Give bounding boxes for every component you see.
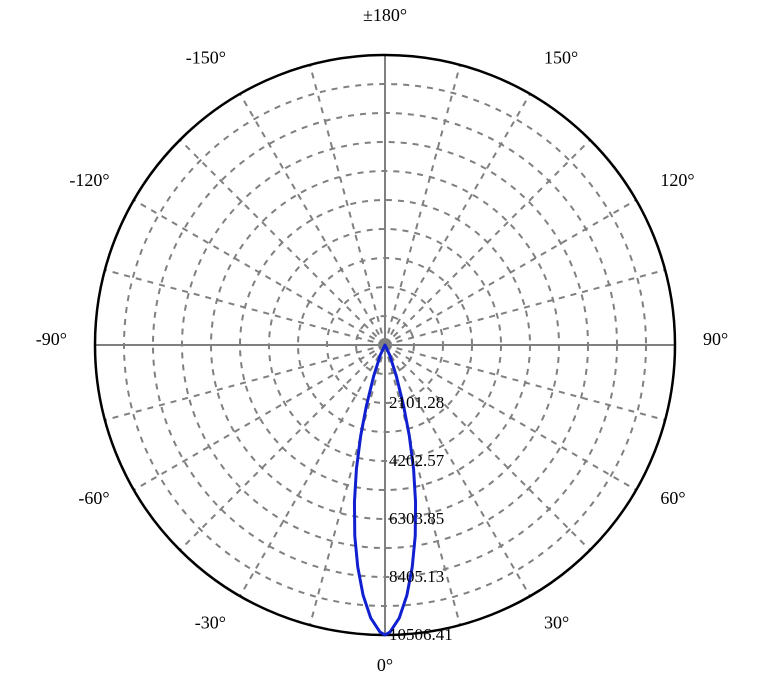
grid-spoke	[105, 345, 385, 420]
angle-label: -120°	[69, 170, 109, 190]
grid-spoke	[310, 345, 385, 625]
angle-label: 30°	[544, 612, 569, 632]
angle-label: 150°	[544, 48, 578, 68]
grid-spoke	[240, 94, 385, 345]
grid-spoke	[105, 270, 385, 345]
grid-spoke	[385, 270, 665, 345]
polar-chart: 2101.28 4202.57 6303.85 8405.13 10506.41 0° 30…	[0, 0, 770, 691]
angle-label: ±180°	[363, 5, 407, 25]
angle-label: 90°	[703, 329, 728, 349]
angle-label: 60°	[660, 488, 685, 508]
grid-spoke	[385, 345, 530, 596]
grid-spoke	[385, 200, 636, 345]
radial-tick-label: 8405.13	[389, 567, 444, 586]
radial-tick-label: 4202.57	[389, 451, 445, 470]
angle-label: -90°	[36, 329, 67, 349]
grid-spoke	[240, 345, 385, 596]
grid-spoke	[134, 345, 385, 490]
grid-spoke	[385, 65, 460, 345]
radial-tick-label: 6303.85	[389, 509, 444, 528]
radial-tick-label: 2101.28	[389, 393, 444, 412]
angle-label: -150°	[186, 48, 226, 68]
grid-spoke	[385, 94, 530, 345]
angle-label: 120°	[660, 170, 694, 190]
angle-label: -30°	[195, 612, 226, 632]
grid-spoke	[310, 65, 385, 345]
grid-spoke	[134, 200, 385, 345]
angle-label: -60°	[78, 488, 109, 508]
radial-tick-label: 10506.41	[389, 625, 453, 644]
angle-label: 0°	[377, 655, 393, 675]
